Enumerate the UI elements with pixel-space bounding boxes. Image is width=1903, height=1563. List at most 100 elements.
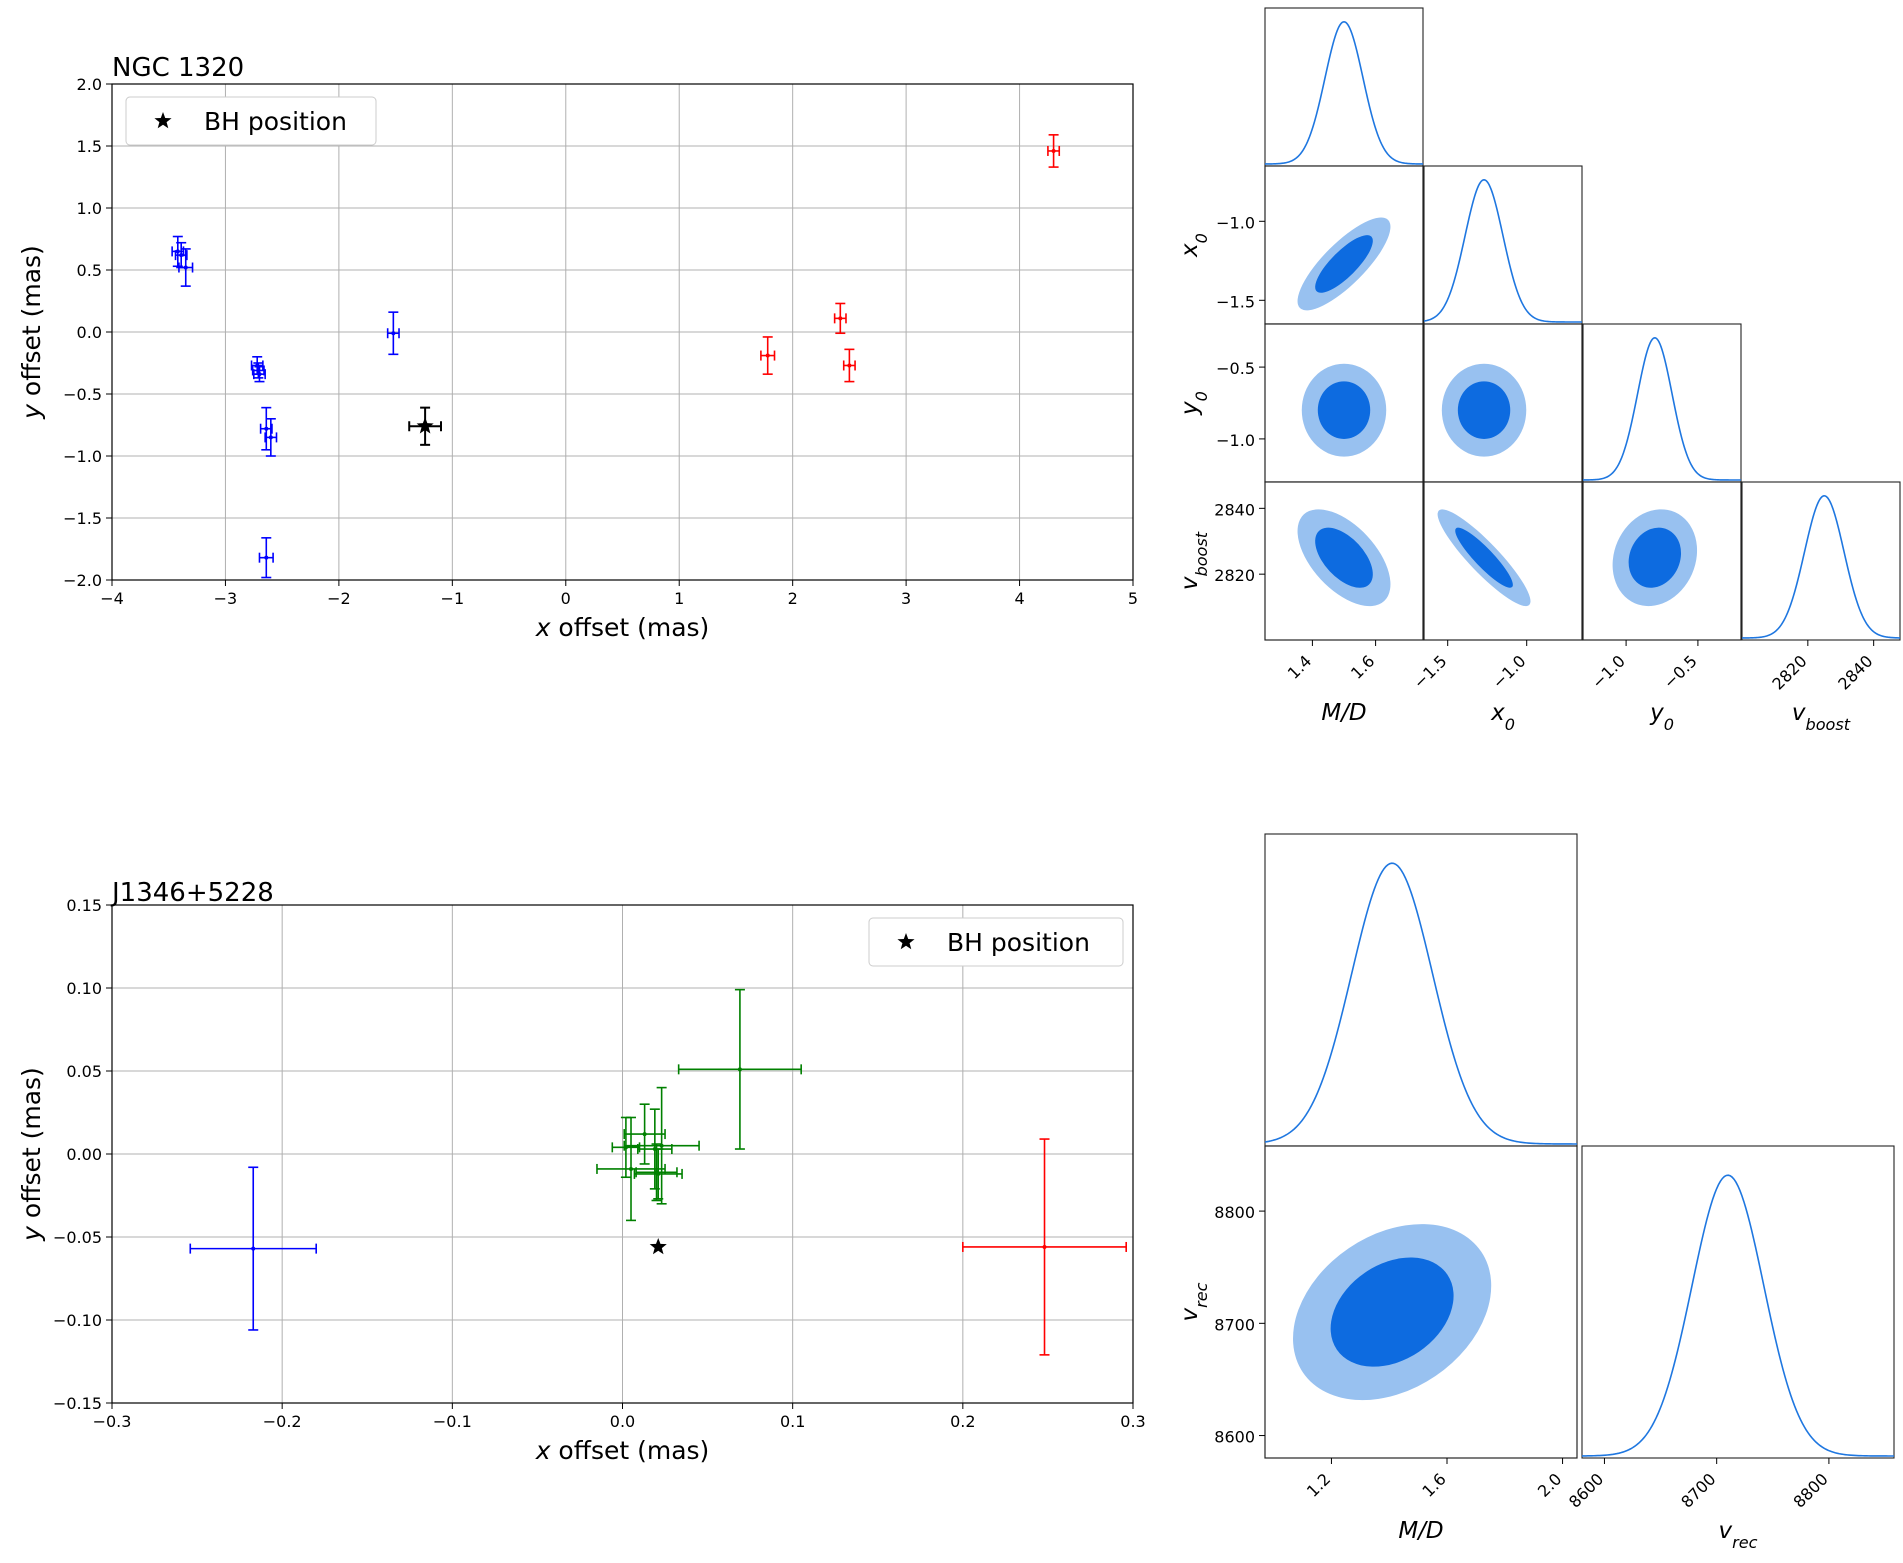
x-tick-label: 4 — [1014, 589, 1024, 608]
y-tick-label: 0.10 — [66, 979, 102, 998]
contour-68-region — [1628, 527, 1682, 588]
y-tick-label: −0.5 — [63, 385, 102, 404]
contour-68-region — [1315, 527, 1373, 588]
y-tick-label: 2840 — [1214, 500, 1255, 519]
x-tick-label: 0.0 — [610, 1412, 635, 1431]
data-point-marker — [838, 316, 843, 321]
x-tick-label: −1.0 — [1588, 651, 1629, 692]
x-tick-label: 1.6 — [1347, 651, 1378, 682]
x-axis-label: y0 — [1649, 700, 1674, 734]
x-tick-label: −0.1 — [433, 1412, 472, 1431]
x-tick-label: 0.3 — [1120, 1412, 1145, 1431]
data-point-errorbar — [259, 406, 273, 451]
j1346-title: J1346+5228 — [110, 878, 274, 908]
data-point-errorbar — [611, 1116, 641, 1179]
x-tick-label: 0 — [561, 589, 571, 608]
y-axis-label-sub: 0 — [1192, 391, 1211, 401]
data-point-errorbar — [386, 311, 400, 356]
data-point-marker — [737, 1067, 742, 1072]
data-point-errorbar — [962, 1138, 1127, 1356]
y-axis-label-sub: rec — [1192, 1282, 1211, 1308]
y-axis-label-text: offset (mas) — [17, 245, 46, 404]
y-axis-label-base: v — [1177, 1308, 1203, 1322]
cell-frame — [1264, 833, 1578, 1147]
ngc1320-title: NGC 1320 — [112, 53, 244, 83]
legend-label: BH position — [947, 928, 1090, 957]
y-axis-label-base: v — [1177, 576, 1203, 590]
x-tick-label: −1.0 — [1489, 651, 1530, 692]
data-point-errorbar — [635, 1143, 678, 1202]
data-point-marker — [642, 1132, 647, 1137]
legend: BH position — [125, 96, 377, 146]
data-series — [596, 988, 802, 1222]
x-axis-label-sub: 0 — [1505, 715, 1515, 734]
x-axis-label: M/D — [1321, 700, 1366, 726]
y-axis-label-sub: 0 — [1192, 233, 1211, 243]
x-tick-label: 2.0 — [1534, 1469, 1565, 1500]
y-tick-label: −0.15 — [53, 1394, 102, 1413]
data-series — [171, 235, 400, 579]
x-tick-label: 1.2 — [1303, 1469, 1334, 1500]
data-point-errorbar — [253, 365, 266, 383]
y-tick-label: −0.05 — [53, 1228, 102, 1247]
data-point-marker — [623, 1145, 628, 1150]
y-axis-label-base: y — [1177, 401, 1203, 416]
legend: BH position — [868, 917, 1124, 967]
data-point-marker — [847, 363, 852, 368]
contour-cell: −1.0 −0.5 y0 — [1177, 323, 1424, 483]
marginal-cell — [1582, 323, 1742, 483]
y-tick-label: 0.5 — [77, 261, 102, 280]
data-point-errorbar — [760, 336, 776, 375]
y-axis-label: y0 — [1177, 391, 1211, 416]
x-axis-label-base: M/D — [1321, 700, 1366, 726]
data-point-marker — [1051, 148, 1056, 153]
contour-cell: 1.2 1.6 2.0 M/D 8600 8700 8800 vrec — [1177, 1145, 1578, 1544]
contour-cell: −1.5 −1.0 x0 — [1410, 481, 1583, 734]
x-tick-label: −0.3 — [93, 1412, 132, 1431]
marginal-density-curve — [1423, 178, 1582, 323]
x-axis-label-var: x — [535, 1436, 551, 1465]
x-tick-label: 3 — [901, 589, 911, 608]
x-axis-label-base: M/D — [1398, 1518, 1443, 1544]
grid — [111, 83, 1134, 581]
x-axis-label: x offset (mas) — [535, 1436, 710, 1465]
x-tick-label: 1 — [674, 589, 684, 608]
x-axis-label-sub: rec — [1732, 1533, 1758, 1552]
marginal-cell: 8600 8700 8800 vrec — [1565, 1145, 1895, 1552]
plot-frame — [111, 83, 1134, 581]
y-tick-label: 8700 — [1214, 1315, 1255, 1334]
cell-frame-top — [1582, 481, 1742, 641]
data-point-marker — [257, 372, 262, 377]
data-point-errorbar — [264, 417, 278, 457]
marginal-density-curve — [1741, 495, 1901, 639]
marginal-cell — [1264, 7, 1424, 167]
j1346-scatter-plot: J1346+5228 −0.3 −0.2 −0.1 0.0 0.1 0.2 0.3 −0.15… — [17, 878, 1146, 1465]
x-axis-label-text: offset (mas) — [550, 1436, 709, 1465]
contour-cell: −1.0 −0.5 y0 — [1582, 481, 1742, 734]
x-tick-label: 0.1 — [780, 1412, 805, 1431]
contour-cell — [1423, 323, 1583, 483]
legend-star-icon — [154, 112, 172, 129]
x-tick-label: −2 — [327, 589, 351, 608]
cell-frame-top — [1423, 481, 1583, 641]
data-point-marker — [391, 331, 396, 336]
x-axis-label-base: y — [1649, 700, 1664, 726]
x-tick-label: −0.5 — [1660, 651, 1701, 692]
data-point-marker — [656, 1171, 661, 1176]
data-point-marker — [268, 435, 273, 440]
x-axis-label: x offset (mas) — [535, 613, 710, 642]
data-point-marker — [179, 253, 184, 258]
x-tick-label: 8600 — [1565, 1469, 1607, 1511]
legend-box — [125, 96, 377, 146]
data-point-marker — [264, 555, 269, 560]
data-series — [760, 134, 1061, 383]
y-axis-label-var: y — [17, 1225, 46, 1242]
y-tick-label: 0.05 — [66, 1062, 102, 1081]
cell-frame-top — [1264, 481, 1424, 641]
y-axis-label-sub: boost — [1192, 531, 1211, 576]
cell-frame — [1423, 165, 1583, 325]
x-tick-label: 2820 — [1768, 651, 1810, 693]
x-axis-label-var: x — [535, 613, 551, 642]
y-tick-label: −1.5 — [1216, 292, 1255, 311]
y-axis-label-base: x — [1177, 243, 1203, 258]
